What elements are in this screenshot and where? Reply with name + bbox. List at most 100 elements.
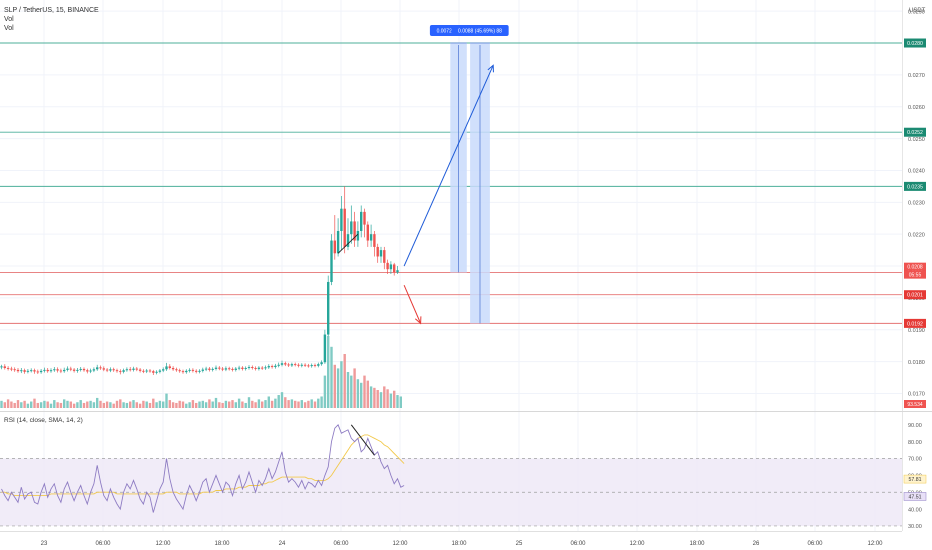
volume-bar bbox=[191, 400, 195, 408]
volume-bar bbox=[323, 375, 327, 408]
candle-body bbox=[82, 368, 86, 371]
candle-body bbox=[56, 369, 59, 371]
volume-bar bbox=[175, 402, 178, 408]
volume-bar bbox=[63, 399, 66, 408]
candle-body bbox=[138, 369, 142, 371]
volume-bar bbox=[211, 401, 214, 408]
up-arrow-head bbox=[487, 64, 494, 73]
rsi-tick-label: 40.00 bbox=[908, 507, 922, 513]
candle-body bbox=[30, 370, 33, 372]
candle-body bbox=[49, 370, 53, 372]
volume-bar bbox=[49, 403, 53, 408]
volume-bar bbox=[310, 399, 313, 408]
volume-bar bbox=[36, 402, 39, 408]
price-axis[interactable]: 0.0290 0.0280 0.0270 0.0260 0.0250 0.0240 0.02… bbox=[902, 0, 927, 531]
candle-body bbox=[353, 221, 356, 241]
volume-bar bbox=[287, 400, 290, 408]
candle-body bbox=[195, 370, 198, 372]
candle-body bbox=[145, 370, 148, 372]
volume-bar bbox=[393, 390, 396, 408]
candle-body bbox=[201, 369, 204, 371]
volume-bar bbox=[66, 400, 69, 408]
candle-body bbox=[264, 367, 267, 369]
projection-boxes[interactable]: 0.0072 (34.44%) 720.0088 (45.69%) 88 bbox=[429, 25, 509, 324]
candle-body bbox=[307, 365, 310, 367]
time-tick-label: 18:00 bbox=[689, 541, 705, 547]
candle-body bbox=[142, 370, 145, 372]
volume-bar bbox=[99, 400, 102, 408]
candle-body bbox=[99, 367, 102, 369]
volume-bar bbox=[383, 386, 386, 408]
level-tag bbox=[904, 290, 926, 300]
candle-body bbox=[350, 221, 353, 235]
candle-body bbox=[76, 369, 79, 371]
volume-bar bbox=[366, 380, 369, 408]
vol-legend-2: Vol bbox=[4, 25, 14, 32]
candle-body bbox=[310, 365, 313, 367]
candle-body bbox=[26, 370, 30, 372]
volume-bar bbox=[330, 346, 333, 408]
projection-label-bg bbox=[451, 25, 509, 37]
price-tick-label: 0.0180 bbox=[908, 360, 925, 366]
time-axis[interactable]: 23 06:00 12:00 18:00 24 06:00 12:00 18:00 25 06:0… bbox=[41, 541, 884, 547]
volume-bar bbox=[399, 396, 402, 408]
volume-bar bbox=[16, 400, 20, 408]
candle-body bbox=[89, 370, 92, 372]
time-tick-label: 18:00 bbox=[451, 541, 467, 547]
candle-body bbox=[389, 264, 393, 270]
candle-body bbox=[267, 366, 270, 368]
volume-bar bbox=[280, 392, 284, 408]
volume-bar bbox=[185, 403, 188, 408]
price-tick-label: 0.0270 bbox=[908, 73, 925, 79]
price-tick-label: 0.0190 bbox=[908, 328, 925, 334]
candle-body bbox=[188, 369, 191, 371]
candle-body bbox=[204, 368, 208, 370]
volume-bar bbox=[284, 397, 287, 408]
candle-body bbox=[165, 366, 168, 370]
level-tag bbox=[904, 181, 926, 191]
price-tick-label: 0.0240 bbox=[908, 169, 925, 175]
candle-body bbox=[376, 246, 379, 257]
price-tick-label: 0.0290 bbox=[908, 9, 925, 15]
rsi-ma-line bbox=[1, 434, 405, 497]
rsi-value-tag bbox=[903, 492, 927, 501]
time-tick-label: 25 bbox=[516, 541, 523, 547]
volume-bar bbox=[267, 396, 270, 408]
volume-bar bbox=[46, 401, 49, 408]
volume-bar bbox=[317, 398, 320, 408]
volume-bar bbox=[10, 401, 13, 408]
candle-body bbox=[396, 270, 399, 273]
candle-body bbox=[294, 364, 297, 366]
candle-body bbox=[20, 370, 23, 372]
volume-bar bbox=[254, 402, 257, 408]
symbol-title: SLP / TetherUS, 15, BINANCE bbox=[4, 7, 99, 14]
volume-bar bbox=[122, 402, 125, 408]
volume-bar bbox=[178, 400, 181, 408]
volume-bar bbox=[340, 361, 343, 408]
level-tag-label: 0.0192 bbox=[907, 321, 923, 327]
volume-bar bbox=[373, 387, 376, 408]
price-tick-label: 0.0260 bbox=[908, 105, 925, 111]
volume-bar bbox=[303, 402, 307, 408]
volume-bar bbox=[168, 400, 171, 408]
volume-bar bbox=[274, 398, 277, 408]
volume-bar bbox=[327, 336, 330, 408]
volume-bar bbox=[86, 401, 89, 408]
volume-bar bbox=[102, 402, 105, 408]
candle-body bbox=[274, 365, 277, 368]
candle-body bbox=[330, 240, 333, 282]
volume-bar bbox=[145, 401, 148, 408]
rsi-title: RSI (14, close, SMA, 14, 2) bbox=[4, 417, 83, 424]
volume-bar bbox=[247, 397, 251, 408]
volume-bar bbox=[353, 368, 356, 408]
candle-body bbox=[109, 369, 112, 371]
candle-body bbox=[33, 370, 36, 372]
candle-body bbox=[171, 367, 175, 370]
volume-bar bbox=[307, 400, 310, 408]
trend-arrows[interactable] bbox=[403, 64, 494, 325]
volume-bar bbox=[39, 402, 43, 408]
candle-body bbox=[102, 368, 105, 370]
rsi-tick-label: 70.00 bbox=[908, 457, 922, 463]
candle-body bbox=[69, 368, 72, 370]
